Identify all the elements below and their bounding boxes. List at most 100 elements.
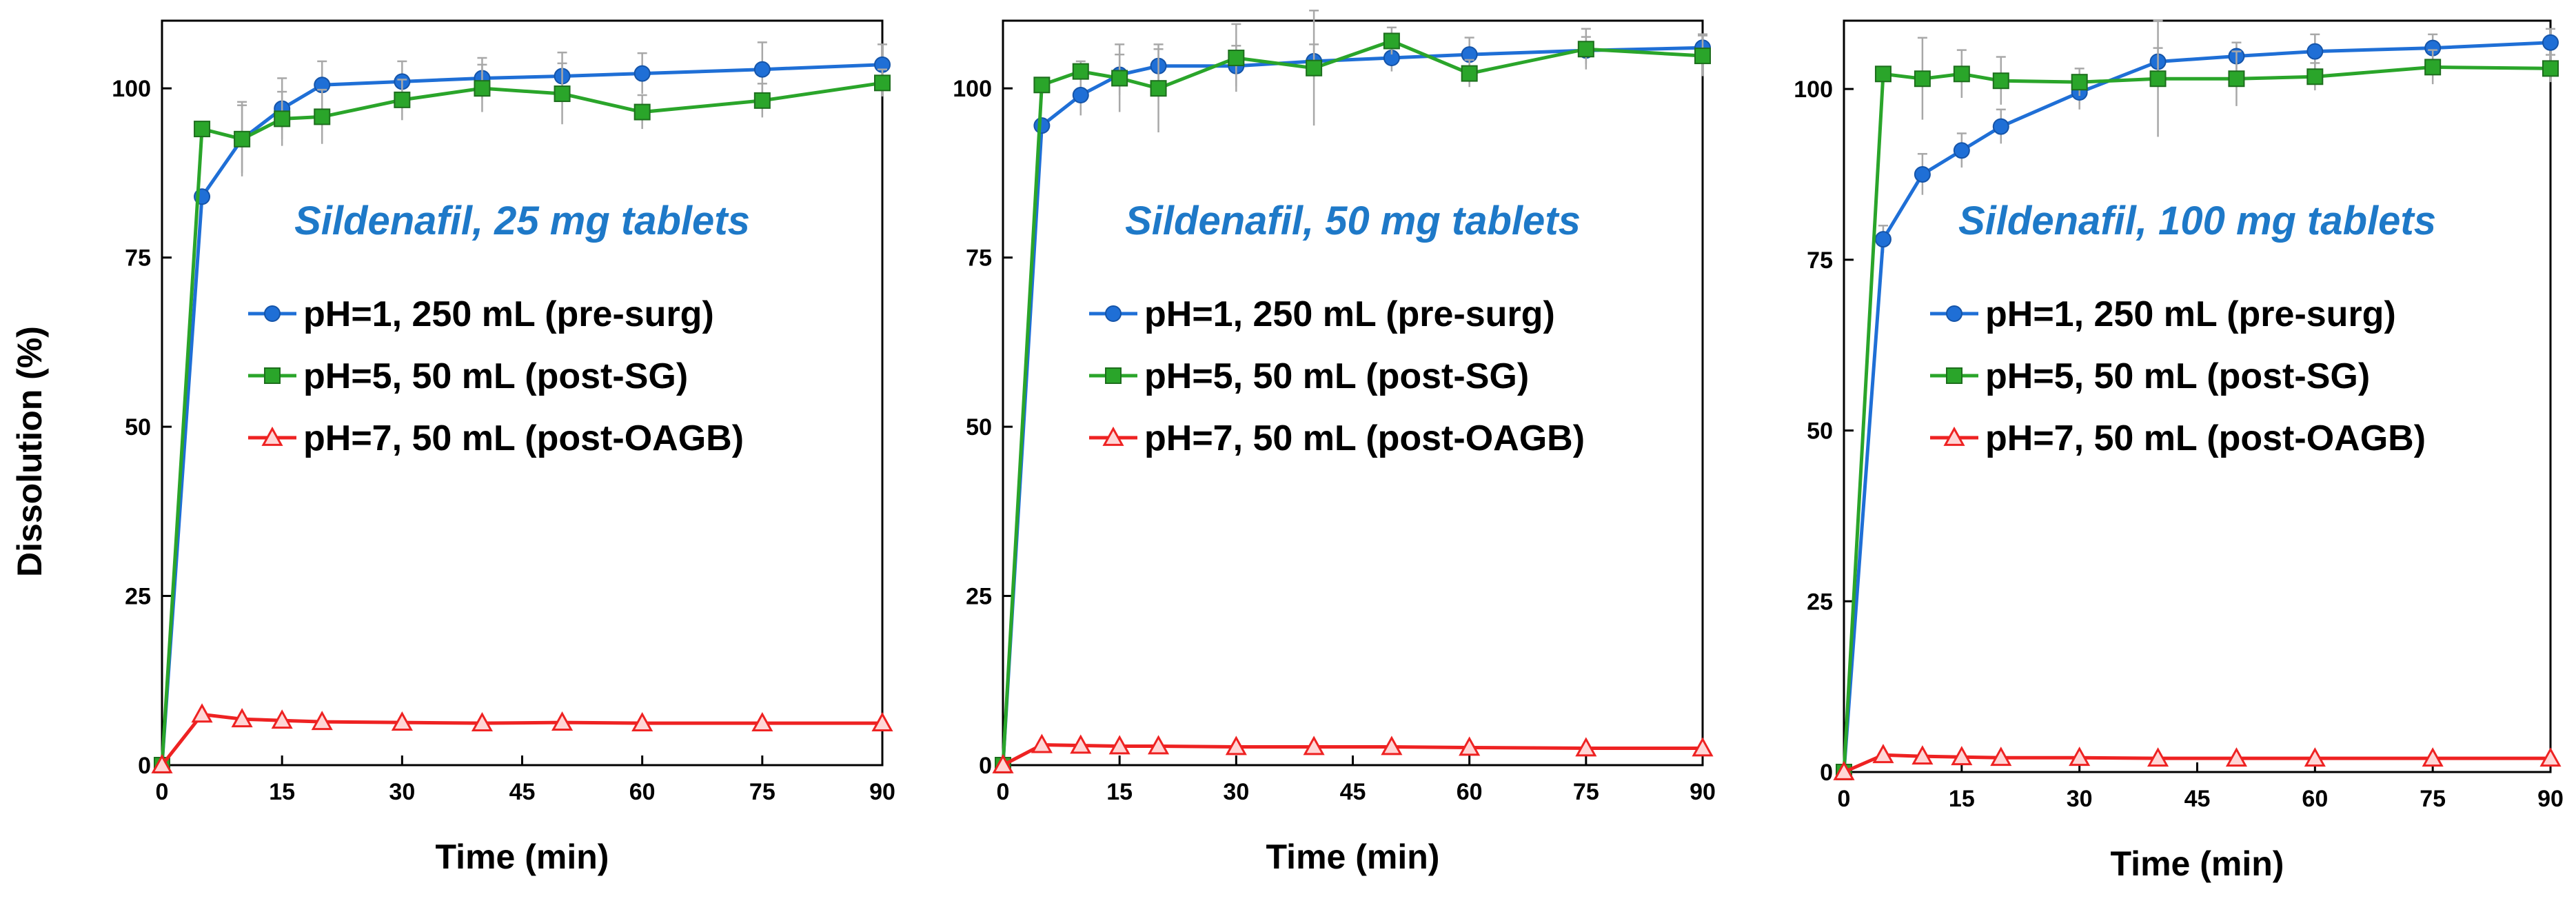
data-point-triangle xyxy=(191,703,213,723)
data-point-triangle xyxy=(992,753,1014,773)
data-point-square xyxy=(2071,74,2088,91)
legend-label: pH=1, 250 mL (pre-surg) xyxy=(1144,294,1555,334)
y-tick-label: 0 xyxy=(138,753,151,779)
data-point-square xyxy=(2424,59,2442,76)
series-triangle xyxy=(1833,744,2562,780)
data-point-square xyxy=(753,92,771,109)
y-tick-label: 75 xyxy=(125,245,151,272)
series-square xyxy=(995,10,1711,773)
x-axis-title: Time (min) xyxy=(2111,844,2284,883)
x-tick-label: 0 xyxy=(156,779,169,805)
data-point-square xyxy=(194,121,211,138)
data-point-triangle xyxy=(1872,744,1894,764)
chart-title: Sildenafil, 100 mg tablets xyxy=(1958,199,2436,243)
data-point-triangle xyxy=(2225,747,2247,767)
data-point-circle xyxy=(753,61,771,78)
data-point-square xyxy=(474,80,491,97)
x-tick-label: 45 xyxy=(2184,786,2211,812)
y-tick-label: 0 xyxy=(979,753,992,779)
data-point-square xyxy=(1577,41,1594,58)
data-point-square xyxy=(1953,65,1970,83)
data-point-square xyxy=(314,108,331,125)
data-point-circle xyxy=(2306,43,2324,60)
data-point-triangle xyxy=(631,712,653,732)
legend-label: pH=1, 250 mL (pre-surg) xyxy=(303,294,714,334)
legend-label: pH=5, 50 mL (post-SG) xyxy=(303,356,688,396)
x-tick-label: 45 xyxy=(509,779,536,805)
data-point-square xyxy=(874,74,891,92)
x-tick-label: 45 xyxy=(1340,779,1366,805)
chart-panel-3: 0 15 30 45 60 75 90 0 25 50 75 100 Time (min) Sildena… xyxy=(1794,19,2564,883)
legend-marker-square xyxy=(264,367,281,384)
y-tick-label: 25 xyxy=(966,584,992,610)
charts-container: 0 15 30 45 60 75 90 0 25 50 75 100 Time (min) Sildena… xyxy=(112,10,2564,883)
y-tick-label: 100 xyxy=(112,76,151,102)
data-point-square xyxy=(1914,70,1931,88)
series-line xyxy=(1001,45,1703,766)
legend-marker-circle xyxy=(264,305,281,322)
data-point-square xyxy=(2306,68,2324,85)
legend-marker-circle xyxy=(1105,305,1122,322)
data-point-triangle xyxy=(1381,735,1403,755)
x-tick-label: 30 xyxy=(389,779,415,805)
data-point-triangle xyxy=(2304,747,2326,767)
data-point-triangle xyxy=(391,711,413,731)
x-tick-label: 75 xyxy=(2420,786,2446,812)
legend: pH=1, 250 mL (pre-surg) pH=5, 50 mL (post… xyxy=(248,294,744,458)
x-tick-label: 15 xyxy=(1949,786,1975,812)
x-tick-label: 75 xyxy=(1573,779,1599,805)
data-point-triangle xyxy=(1070,734,1092,754)
legend-label: pH=7, 50 mL (post-OAGB) xyxy=(1144,418,1585,458)
series-line xyxy=(1001,39,1703,766)
legend-marker-triangle xyxy=(1102,426,1124,446)
y-tick-label: 75 xyxy=(1807,247,1833,274)
series-triangle xyxy=(992,733,1714,773)
x-tick-label: 0 xyxy=(997,779,1010,805)
data-point-triangle xyxy=(1303,735,1325,755)
data-point-square xyxy=(1228,50,1245,66)
data-point-square xyxy=(1306,59,1323,77)
series-circle xyxy=(995,33,1711,773)
x-tick-label: 60 xyxy=(629,779,656,805)
x-tick-label: 60 xyxy=(2302,786,2328,812)
data-point-triangle xyxy=(271,709,293,729)
y-tick-label: 75 xyxy=(966,245,992,272)
x-tick-label: 90 xyxy=(1690,779,1716,805)
data-point-triangle xyxy=(1225,735,1247,755)
legend-label: pH=7, 50 mL (post-OAGB) xyxy=(303,418,744,458)
chart-panel-1: 0 15 30 45 60 75 90 0 25 50 75 100 Time (min) Sildena… xyxy=(112,19,895,876)
data-point-square xyxy=(1033,77,1051,94)
legend-label: pH=5, 50 mL (post-SG) xyxy=(1144,356,1529,396)
data-point-square xyxy=(1150,80,1167,97)
data-point-triangle xyxy=(2069,747,2091,767)
shared-y-axis-title: Dissolution (%) xyxy=(10,326,49,577)
data-point-square xyxy=(1111,70,1128,87)
data-point-square xyxy=(2542,60,2559,77)
legend-marker-circle xyxy=(1946,305,1963,322)
data-point-square xyxy=(2149,70,2167,88)
x-axis-title: Time (min) xyxy=(436,838,609,876)
x-tick-label: 15 xyxy=(269,779,295,805)
data-point-square xyxy=(554,85,571,103)
data-point-square xyxy=(1694,48,1711,65)
x-tick-label: 90 xyxy=(869,779,895,805)
legend-marker-square xyxy=(1105,367,1122,384)
series-line xyxy=(1842,41,2551,773)
series-triangle xyxy=(151,703,893,773)
data-point-square xyxy=(2228,70,2245,88)
x-axis-title: Time (min) xyxy=(1266,838,1440,876)
data-point-triangle xyxy=(2147,747,2169,767)
x-tick-label: 90 xyxy=(2537,786,2564,812)
x-tick-label: 30 xyxy=(1223,779,1249,805)
data-point-square xyxy=(274,110,291,128)
series-line xyxy=(160,63,883,766)
legend-label: pH=5, 50 mL (post-SG) xyxy=(1985,356,2370,396)
x-tick-label: 30 xyxy=(2067,786,2093,812)
data-point-square xyxy=(394,91,411,108)
y-tick-label: 0 xyxy=(1820,760,1833,786)
y-tick-label: 100 xyxy=(953,76,992,102)
data-point-triangle xyxy=(2422,747,2444,767)
data-point-square xyxy=(633,103,651,121)
data-point-triangle xyxy=(151,753,173,773)
series-square xyxy=(1836,19,2559,780)
